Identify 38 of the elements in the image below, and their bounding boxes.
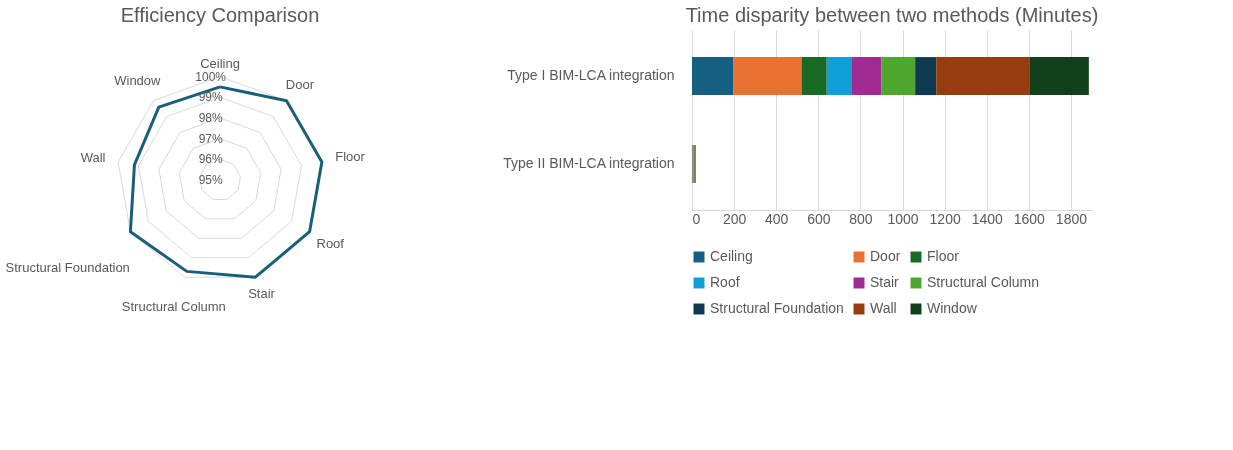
y-tick-label: 96% [198,152,224,167]
y-tick-label: 100% [195,69,227,84]
spoke-label: Ceiling [200,56,240,72]
spoke-label: Structural Column [121,298,226,314]
y-tick-label: 95% [198,173,224,187]
spoke-label: Window [114,73,162,89]
spoke-label: Structural Foundation [5,259,130,275]
y-tick-label: Type I BIM-LCA integration [507,67,675,84]
y-tick-label: 99% [198,90,224,105]
x-tick-label: 800 [849,210,873,227]
legend-label: Structural Foundation [710,300,844,316]
spoke-label: Roof [316,235,345,251]
spoke-label: Door [285,76,315,92]
legend-label: Floor [927,248,960,264]
x-tick-label: 1800 [1055,210,1088,227]
legend-label: Stair [870,274,900,290]
x-tick-label: 1600 [1013,210,1046,227]
legend-label: Structural Column [927,274,1040,290]
x-tick-label: 400 [765,210,789,227]
x-tick-label: 0 [692,210,701,227]
spoke-label: Wall [80,149,106,165]
legend-label: Roof [710,274,740,290]
spoke-label: Floor [335,149,366,165]
chart-title: Time disparity between two methods (Minutes) [685,4,1099,26]
legend-label: Door [870,248,901,264]
chart-title: Efficiency Comparison [120,4,320,26]
x-tick-label: 1000 [887,210,919,227]
y-tick-label: 98% [198,110,224,125]
x-tick-label: 1400 [971,210,1004,227]
legend-label: Window [927,300,978,316]
x-tick-label: 200 [722,210,747,227]
legend-label: Ceiling [710,248,753,264]
legend-label: Wall [870,300,897,316]
x-tick-label: 1200 [929,210,961,227]
y-tick-label: Type II BIM-LCA integration [503,154,675,171]
spoke-label: Stair [248,286,276,302]
x-tick-label: 600 [807,210,831,227]
y-tick-label: 97% [198,131,224,146]
